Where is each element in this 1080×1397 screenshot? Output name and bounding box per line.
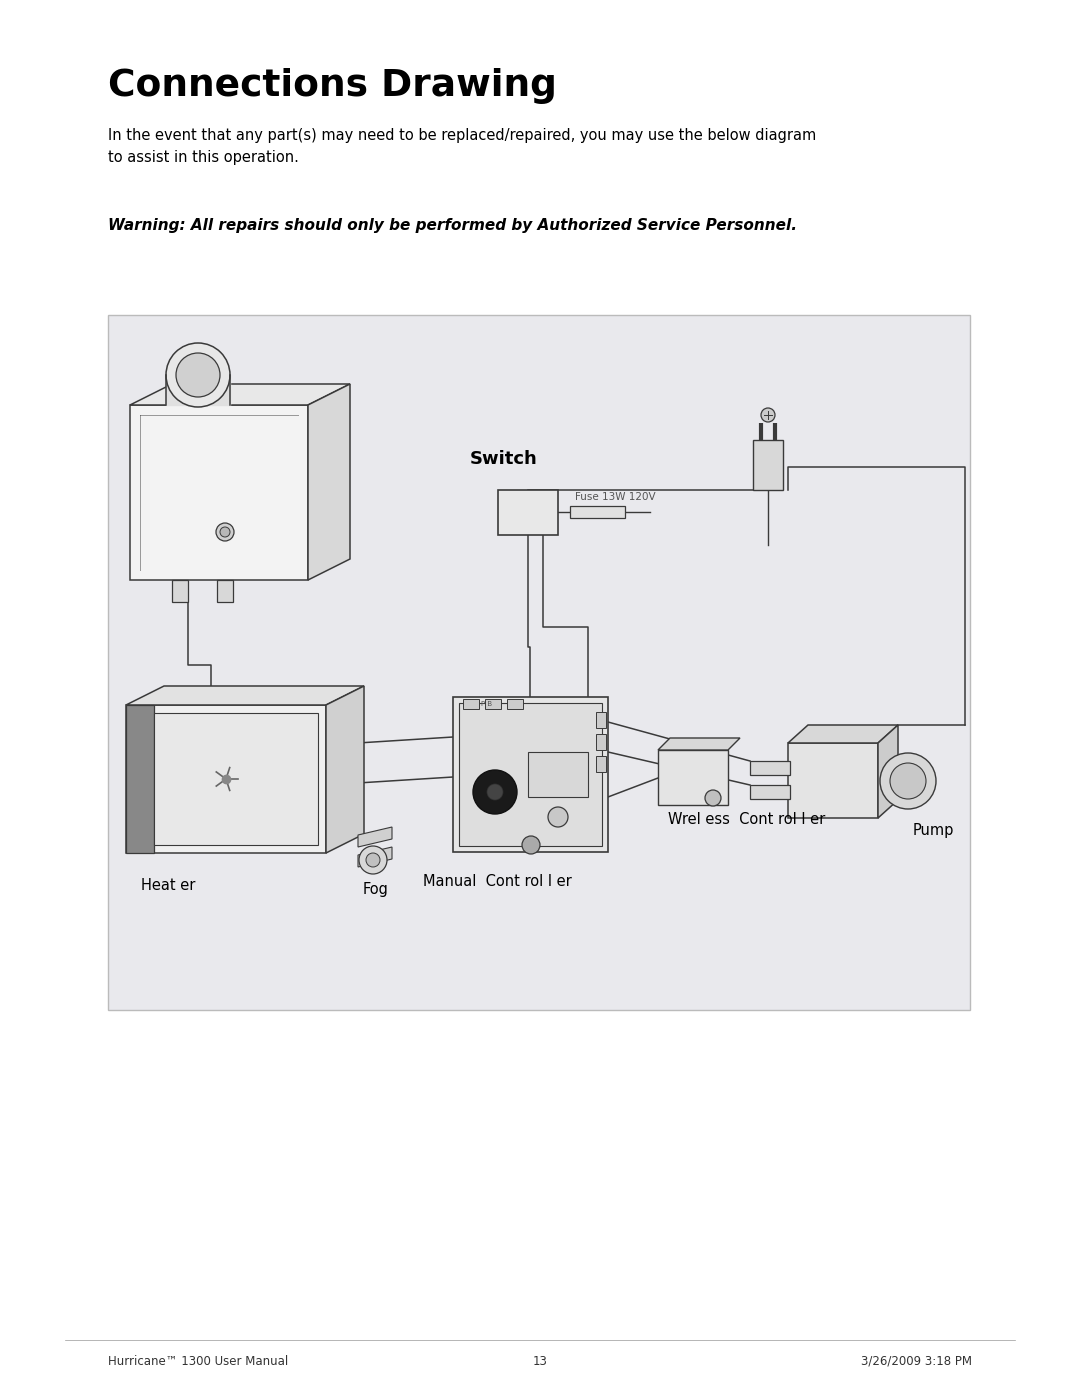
- Polygon shape: [658, 738, 740, 750]
- Bar: [498, 490, 558, 535]
- Bar: [596, 733, 606, 750]
- Text: Pump: Pump: [913, 823, 955, 838]
- Bar: [459, 703, 602, 847]
- Bar: [596, 712, 606, 728]
- Bar: [750, 785, 789, 799]
- Text: 3/26/2009 3:18 PM: 3/26/2009 3:18 PM: [861, 1355, 972, 1368]
- Text: Hurricane™ 1300 User Manual: Hurricane™ 1300 User Manual: [108, 1355, 288, 1368]
- Text: Fuse 13W 120V: Fuse 13W 120V: [575, 492, 656, 502]
- Text: Wrel ess  Cont rol l er: Wrel ess Cont rol l er: [669, 812, 825, 827]
- Polygon shape: [308, 384, 350, 580]
- Circle shape: [890, 763, 926, 799]
- Bar: [463, 698, 480, 710]
- Polygon shape: [126, 686, 364, 705]
- Bar: [528, 752, 588, 798]
- Circle shape: [176, 353, 220, 397]
- Polygon shape: [130, 384, 350, 405]
- Circle shape: [522, 835, 540, 854]
- Bar: [596, 756, 606, 773]
- Bar: [507, 698, 523, 710]
- Text: In the event that any part(s) may need to be replaced/repaired, you may use the : In the event that any part(s) may need t…: [108, 129, 816, 165]
- Polygon shape: [658, 750, 728, 805]
- Text: Manual  Cont rol l er: Manual Cont rol l er: [423, 875, 571, 888]
- Text: Heat er: Heat er: [141, 877, 195, 893]
- Bar: [753, 440, 783, 490]
- Polygon shape: [878, 725, 897, 819]
- Bar: [485, 698, 501, 710]
- Polygon shape: [126, 705, 326, 854]
- Bar: [108, 314, 970, 1010]
- Polygon shape: [357, 847, 392, 868]
- Bar: [453, 697, 608, 852]
- Text: 13: 13: [532, 1355, 548, 1368]
- Circle shape: [166, 344, 230, 407]
- Text: Fog: Fog: [363, 882, 389, 897]
- Polygon shape: [130, 405, 308, 580]
- Polygon shape: [357, 827, 392, 847]
- Text: Warning: All repairs should only be performed by Authorized Service Personnel.: Warning: All repairs should only be perf…: [108, 218, 797, 233]
- Text: P B: P B: [481, 701, 492, 707]
- Circle shape: [366, 854, 380, 868]
- Text: Switch: Switch: [470, 450, 538, 468]
- Circle shape: [487, 784, 503, 800]
- Circle shape: [220, 527, 230, 536]
- Circle shape: [359, 847, 387, 875]
- Bar: [217, 580, 233, 602]
- Circle shape: [216, 522, 234, 541]
- Circle shape: [761, 408, 775, 422]
- Circle shape: [705, 789, 721, 806]
- Bar: [570, 506, 625, 518]
- Bar: [172, 580, 188, 602]
- Polygon shape: [788, 743, 878, 819]
- Bar: [154, 712, 318, 845]
- Polygon shape: [326, 686, 364, 854]
- Text: Connections Drawing: Connections Drawing: [108, 68, 557, 103]
- Bar: [750, 761, 789, 775]
- Polygon shape: [788, 725, 897, 743]
- Circle shape: [880, 753, 936, 809]
- Polygon shape: [166, 374, 230, 405]
- Circle shape: [473, 770, 517, 814]
- Circle shape: [548, 807, 568, 827]
- Bar: [126, 705, 154, 854]
